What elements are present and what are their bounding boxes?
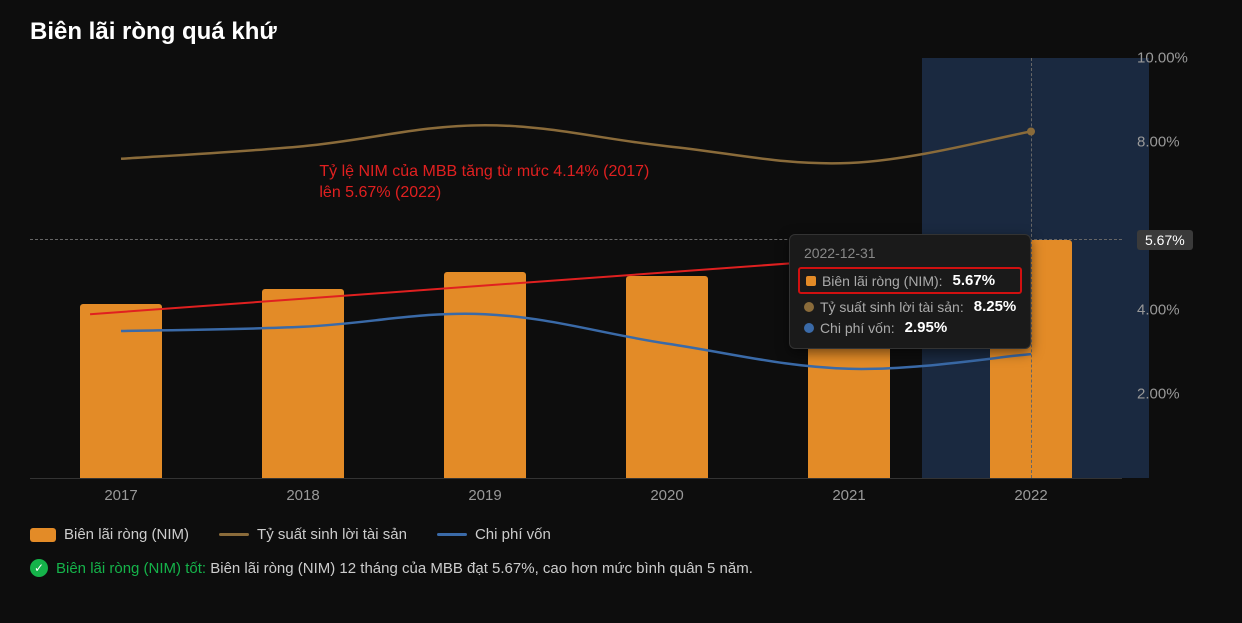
x-tick: 2022: [1014, 487, 1047, 504]
chart-title: Biên lãi ròng quá khứ: [30, 18, 1212, 46]
legend-label: Chi phí vốn: [475, 526, 551, 543]
tooltip-swatch: [804, 302, 814, 312]
legend-item[interactable]: Chi phí vốn: [437, 526, 551, 543]
x-axis: 2017 2018 2019 2020 2021 2022: [30, 478, 1122, 508]
series-line: [121, 125, 1031, 163]
tooltip-row: Biên lãi ròng (NIM): 5.67%: [798, 267, 1022, 294]
tooltip-label: Chi phí vốn:: [820, 320, 895, 336]
annotation-line2: lên 5.67% (2022): [319, 184, 441, 201]
x-tick: 2018: [286, 487, 319, 504]
x-tick: 2019: [468, 487, 501, 504]
legend-label: Tỷ suất sinh lời tài sản: [257, 526, 407, 543]
annotation-text: Tỷ lệ NIM của MBB tăng từ mức 4.14% (201…: [319, 161, 649, 204]
x-tick: 2017: [104, 487, 137, 504]
legend-item[interactable]: Biên lãi ròng (NIM): [30, 526, 189, 543]
y-tick: 8.00%: [1137, 134, 1180, 151]
tooltip-date: 2022-12-31: [804, 245, 1016, 261]
legend: Biên lãi ròng (NIM) Tỷ suất sinh lời tài …: [30, 526, 1212, 543]
y-ref-badge: 5.67%: [1137, 230, 1193, 250]
tooltip-label: Tỷ suất sinh lời tài sản:: [820, 299, 964, 315]
legend-swatch-line: [437, 533, 467, 536]
legend-swatch-line: [219, 533, 249, 536]
annotation-line1: Tỷ lệ NIM của MBB tăng từ mức 4.14% (201…: [319, 163, 649, 180]
x-tick: 2021: [832, 487, 865, 504]
check-icon: ✓: [30, 559, 48, 577]
legend-item[interactable]: Tỷ suất sinh lời tài sản: [219, 526, 407, 543]
y-tick: 2.00%: [1137, 386, 1180, 403]
tooltip-value: 2.95%: [905, 319, 948, 336]
y-tick: 4.00%: [1137, 302, 1180, 319]
tooltip-swatch: [804, 323, 814, 333]
tooltip-row: Chi phí vốn: 2.95%: [804, 317, 1016, 338]
plot-region: Tỷ lệ NIM của MBB tăng từ mức 4.14% (201…: [30, 58, 1122, 478]
chart-area: Tỷ lệ NIM của MBB tăng từ mức 4.14% (201…: [30, 58, 1122, 508]
footnote: ✓ Biên lãi ròng (NIM) tốt: Biên lãi ròng…: [30, 559, 1212, 577]
tooltip-row: Tỷ suất sinh lời tài sản: 8.25%: [804, 296, 1016, 317]
footnote-text: Biên lãi ròng (NIM) 12 tháng của MBB đạt…: [206, 560, 753, 577]
x-tick: 2020: [650, 487, 683, 504]
series-marker: [1027, 128, 1035, 136]
y-axis: 2.00%4.00%8.00%10.00%5.67%: [1127, 58, 1212, 478]
legend-swatch-bar: [30, 528, 56, 542]
footnote-good-label: Biên lãi ròng (NIM) tốt:: [56, 560, 206, 577]
tooltip-label: Biên lãi ròng (NIM):: [822, 273, 943, 289]
tooltip-value: 8.25%: [974, 298, 1017, 315]
legend-label: Biên lãi ròng (NIM): [64, 526, 189, 543]
tooltip-value: 5.67%: [953, 272, 996, 289]
tooltip: 2022-12-31 Biên lãi ròng (NIM): 5.67% Tỷ s…: [789, 234, 1031, 349]
y-tick: 10.00%: [1137, 50, 1188, 67]
tooltip-swatch: [806, 276, 816, 286]
